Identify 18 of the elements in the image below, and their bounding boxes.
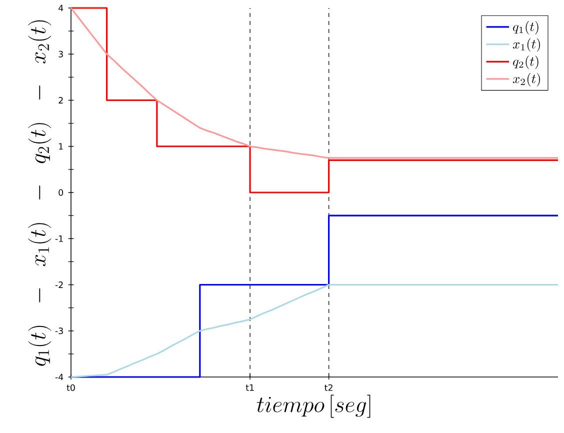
y-tick-label: 4 bbox=[58, 4, 64, 12]
y-tick-label: 0 bbox=[58, 189, 64, 196]
legend-label: $x_2(t)$ bbox=[512, 72, 540, 86]
legend-label: $x_1(t)$ bbox=[512, 38, 540, 52]
y-tick-label: 3 bbox=[58, 50, 63, 58]
y-tick-label: 2 bbox=[58, 97, 63, 104]
y-tick-label: 1 bbox=[59, 143, 63, 150]
x-tick-label: t2 bbox=[324, 384, 332, 391]
legend-label: $q_1(t)$ bbox=[513, 20, 538, 34]
y-tick-label: -1 bbox=[55, 235, 63, 242]
legend-label: $q_2(t)$ bbox=[513, 56, 538, 69]
x-tick-label: t0 bbox=[66, 384, 75, 391]
x-axis-title: $tiempo\,[seg]$ bbox=[256, 394, 370, 418]
y-tick-label: -2 bbox=[55, 282, 63, 288]
y-tick-label: -4 bbox=[55, 374, 64, 380]
y-tick-label: -3 bbox=[55, 328, 63, 334]
x-tick-label: t1 bbox=[246, 384, 254, 391]
y-axis-title: $q_1(t)\ \ -\ \ x_1(t)\ \ -\ \ q_2(t)\ \ -\ \ x_2(t)$ bbox=[28, 20, 52, 366]
